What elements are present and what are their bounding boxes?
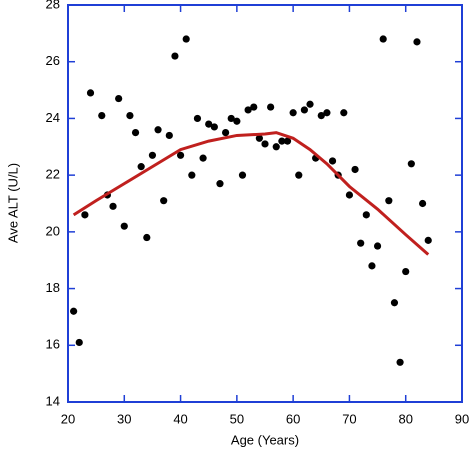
x-tick-label: 90 xyxy=(455,411,469,426)
point xyxy=(75,338,83,347)
point xyxy=(98,111,106,120)
y-tick-label: 26 xyxy=(46,53,60,68)
point xyxy=(171,52,179,60)
point xyxy=(300,106,308,114)
point xyxy=(109,202,117,210)
point xyxy=(176,151,185,159)
y-axis-label: Ave ALT (U/L) xyxy=(5,163,20,243)
point xyxy=(317,111,325,120)
point xyxy=(357,239,365,247)
point xyxy=(81,211,89,219)
point xyxy=(250,103,258,111)
point xyxy=(165,131,173,140)
point xyxy=(199,154,207,162)
point xyxy=(379,35,387,43)
point xyxy=(390,299,399,307)
point xyxy=(216,180,224,188)
point xyxy=(160,197,168,205)
point xyxy=(283,137,292,145)
point xyxy=(368,262,376,270)
point xyxy=(148,151,157,159)
point xyxy=(295,171,303,179)
point xyxy=(188,171,196,179)
point xyxy=(424,236,432,244)
x-axis-label: Age (Years) xyxy=(231,432,299,447)
point xyxy=(272,143,280,151)
point xyxy=(407,160,415,168)
point xyxy=(362,211,370,219)
point xyxy=(306,100,314,108)
y-tick-label: 16 xyxy=(46,337,60,352)
x-tick-label: 30 xyxy=(117,411,131,426)
y-tick-label: 28 xyxy=(46,0,60,11)
point xyxy=(261,140,269,148)
point xyxy=(115,94,123,103)
point xyxy=(328,157,337,165)
point xyxy=(143,233,151,242)
point xyxy=(86,89,95,97)
point xyxy=(340,109,348,117)
point xyxy=(267,103,275,111)
point xyxy=(182,35,190,43)
point xyxy=(120,222,128,230)
point xyxy=(210,123,218,131)
y-tick-label: 20 xyxy=(46,223,60,238)
point xyxy=(126,111,134,120)
x-tick-label: 70 xyxy=(342,411,356,426)
point xyxy=(396,358,404,366)
point xyxy=(402,267,410,276)
point xyxy=(154,126,162,134)
x-tick-label: 50 xyxy=(230,411,244,426)
point xyxy=(222,129,230,137)
point xyxy=(413,38,421,46)
point xyxy=(351,165,359,174)
point xyxy=(255,134,263,142)
point xyxy=(289,109,297,117)
point xyxy=(131,129,140,137)
point xyxy=(205,120,213,128)
point xyxy=(385,197,393,205)
fit-line xyxy=(72,131,430,256)
x-tick-label: 20 xyxy=(61,411,75,426)
point xyxy=(373,242,382,250)
x-tick-label: 40 xyxy=(173,411,187,426)
point xyxy=(419,199,427,208)
point xyxy=(193,114,202,123)
y-tick-label: 24 xyxy=(46,110,60,125)
point xyxy=(227,114,235,123)
y-tick-label: 14 xyxy=(46,393,60,408)
point xyxy=(233,117,241,125)
point xyxy=(345,191,354,199)
y-tick-label: 22 xyxy=(46,167,60,182)
y-tick-label: 18 xyxy=(46,280,60,295)
point xyxy=(137,163,145,171)
point xyxy=(278,137,286,145)
plot-frame xyxy=(67,4,463,403)
x-tick-label: 60 xyxy=(286,411,300,426)
x-tick-label: 80 xyxy=(398,411,412,426)
point xyxy=(70,307,78,315)
point xyxy=(238,171,247,179)
point xyxy=(244,106,252,114)
point xyxy=(323,109,331,117)
